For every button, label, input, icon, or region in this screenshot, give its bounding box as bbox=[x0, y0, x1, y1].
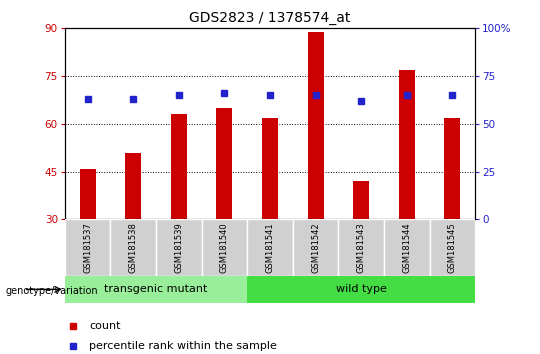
Text: percentile rank within the sample: percentile rank within the sample bbox=[90, 341, 278, 350]
Bar bbox=[353, 181, 369, 219]
Bar bbox=[201, 219, 247, 276]
Bar bbox=[125, 153, 141, 219]
Bar bbox=[384, 219, 430, 276]
Bar bbox=[247, 219, 293, 276]
Text: GSM181541: GSM181541 bbox=[266, 222, 274, 273]
Bar bbox=[171, 114, 187, 219]
Text: count: count bbox=[90, 321, 121, 331]
Title: GDS2823 / 1378574_at: GDS2823 / 1378574_at bbox=[190, 11, 350, 24]
Bar bbox=[156, 219, 201, 276]
Bar bbox=[247, 276, 475, 303]
Bar bbox=[79, 169, 96, 219]
Bar bbox=[339, 219, 384, 276]
Text: GSM181537: GSM181537 bbox=[83, 222, 92, 273]
Bar bbox=[262, 118, 278, 219]
Bar bbox=[293, 219, 339, 276]
Bar bbox=[430, 219, 475, 276]
Text: genotype/variation: genotype/variation bbox=[5, 286, 98, 296]
Text: GSM181538: GSM181538 bbox=[129, 222, 138, 273]
Bar bbox=[110, 219, 156, 276]
Text: GSM181540: GSM181540 bbox=[220, 222, 229, 273]
Bar bbox=[444, 118, 461, 219]
Bar bbox=[217, 108, 232, 219]
Text: GSM181545: GSM181545 bbox=[448, 222, 457, 273]
Text: GSM181543: GSM181543 bbox=[357, 222, 366, 273]
Text: wild type: wild type bbox=[336, 284, 387, 295]
Bar bbox=[308, 32, 323, 219]
Bar bbox=[65, 219, 110, 276]
Bar bbox=[65, 276, 247, 303]
Text: GSM181539: GSM181539 bbox=[174, 222, 183, 273]
Text: GSM181542: GSM181542 bbox=[311, 222, 320, 273]
Text: transgenic mutant: transgenic mutant bbox=[104, 284, 208, 295]
Bar bbox=[399, 70, 415, 219]
Text: GSM181544: GSM181544 bbox=[402, 222, 411, 273]
